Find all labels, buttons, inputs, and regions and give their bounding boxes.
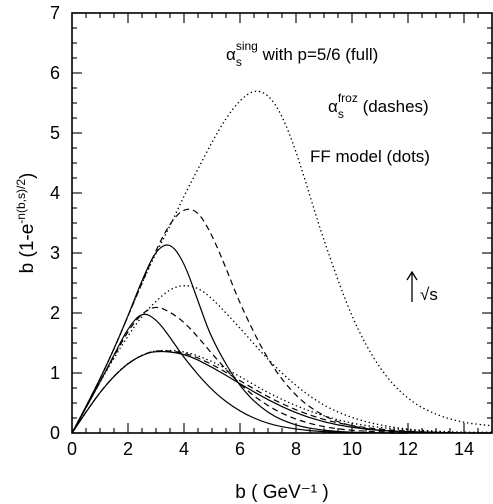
arrow-label: √s: [420, 285, 438, 304]
series-dashes-4: [71, 306, 437, 434]
annotation-dots: FF model (dots): [310, 147, 430, 166]
x-tick-label: 8: [291, 439, 301, 459]
annotation-full-symbol: α: [226, 45, 236, 64]
series-dots-7: [71, 285, 492, 434]
series-dashes-3: [71, 350, 492, 434]
plot-frame: [71, 12, 493, 434]
series-full-1: [71, 313, 408, 434]
curves-layer: [71, 90, 493, 434]
y-tick-label: 3: [50, 243, 60, 263]
annotation-full-sup: sing: [236, 39, 258, 53]
x-tick-label: 2: [123, 439, 133, 459]
x-tick-label: 14: [454, 439, 474, 459]
ticks-layer: [71, 12, 493, 434]
y-tick-label: 4: [50, 183, 60, 203]
annotation-dashes: αs froz (dashes): [328, 91, 429, 121]
y-axis-label: b (1-e-n(b,s)/2): [14, 173, 38, 274]
y-tick-label: 5: [50, 123, 60, 143]
series-dots-6: [71, 349, 492, 434]
annotation-full-text: with p=5/6 (full): [258, 45, 378, 64]
y-tick-label: 6: [50, 63, 60, 83]
x-tick-label: 0: [67, 439, 77, 459]
x-axis-label: b ( GeV⁻¹ ): [235, 482, 328, 503]
y-tick-label: 2: [50, 303, 60, 323]
y-tick-label: 7: [50, 3, 60, 23]
x-tick-label: 4: [179, 439, 189, 459]
series-dots-8: [71, 90, 493, 434]
x-tick-label: 12: [398, 439, 418, 459]
annotation-full-sub: s: [236, 55, 242, 69]
y-tick-label: 1: [50, 363, 60, 383]
x-tick-label: 10: [342, 439, 362, 459]
annotation-full: αs sing with p=5/6 (full): [226, 39, 378, 69]
y-tick-label: 0: [50, 423, 60, 443]
arrow: [406, 270, 418, 302]
annotation-dashes-symbol: α: [328, 97, 338, 116]
series-full-0: [71, 350, 492, 434]
x-tick-label: 6: [235, 439, 245, 459]
annotation-dashes-text: (dashes): [358, 97, 429, 116]
annotation-dashes-sub: s: [338, 107, 344, 121]
annotation-dashes-sup: froz: [338, 91, 358, 105]
series-dashes-5: [71, 208, 465, 434]
